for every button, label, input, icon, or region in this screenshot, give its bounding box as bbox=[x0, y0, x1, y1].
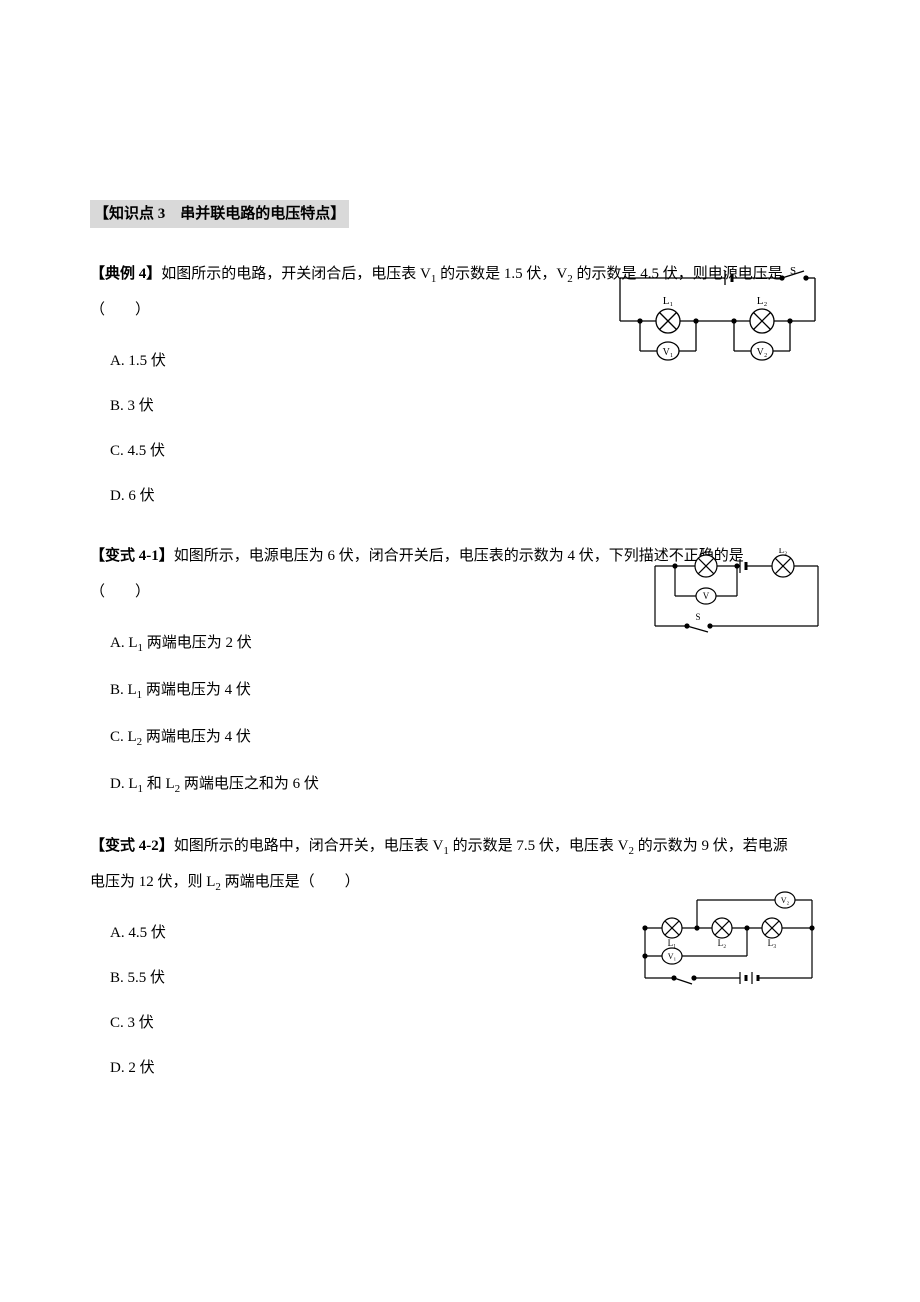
svg-text:L₁: L₁ bbox=[668, 938, 677, 948]
option-c: C. 4.5 伏 bbox=[90, 438, 830, 465]
option-d: D. 2 伏 bbox=[90, 1055, 830, 1082]
svg-text:V: V bbox=[703, 591, 710, 601]
svg-text:L₃: L₃ bbox=[768, 938, 777, 948]
option-b: B. 3 伏 bbox=[90, 393, 830, 420]
problem-4-2-prefix: 【变式 4-2】 bbox=[90, 838, 174, 854]
problem-4-2: L₁ L₂ L₃ V₁ V₂ 【变式 4-2】如图所示的电路中，闭合开关，电压表… bbox=[90, 828, 830, 1083]
option-c: C. 3 伏 bbox=[90, 1010, 830, 1037]
svg-text:V₁: V₁ bbox=[668, 952, 677, 961]
svg-text:V₂: V₂ bbox=[757, 347, 768, 358]
option-d: D. L1 和 L2 两端电压之和为 6 伏 bbox=[90, 771, 830, 800]
option-b: B. L1 两端电压为 4 伏 bbox=[90, 677, 830, 706]
svg-text:L₁: L₁ bbox=[663, 295, 674, 307]
svg-text:L₂: L₂ bbox=[757, 295, 768, 307]
svg-text:S: S bbox=[790, 266, 796, 277]
problem-4-1: L₁ L₂ V S 【变式 4-1】如图所示，电源电压为 6 伏，闭合开关后，电… bbox=[90, 538, 830, 799]
svg-text:S: S bbox=[695, 612, 700, 622]
circuit-diagram-1: L₁ L₂ V₁ V₂ S bbox=[600, 266, 830, 366]
circuit-diagram-3: L₁ L₂ L₃ V₁ V₂ bbox=[630, 888, 830, 988]
option-d: D. 6 伏 bbox=[90, 483, 830, 510]
problem-4-1-prefix: 【变式 4-1】 bbox=[90, 548, 174, 564]
problem-4-prefix: 【典例 4】 bbox=[90, 266, 161, 282]
svg-text:L₂: L₂ bbox=[779, 548, 788, 555]
svg-text:V₂: V₂ bbox=[781, 896, 790, 905]
svg-text:V₁: V₁ bbox=[663, 347, 674, 358]
circuit-diagram-2: L₁ L₂ V S bbox=[640, 548, 830, 638]
problem-4: L₁ L₂ V₁ V₂ S 【典例 4】如图所示的电路，开关闭合后，电压表 V1… bbox=[90, 256, 830, 510]
option-c: C. L2 两端电压为 4 伏 bbox=[90, 724, 830, 753]
section-header: 【知识点 3 串并联电路的电压特点】 bbox=[90, 200, 349, 228]
svg-text:L₁: L₁ bbox=[702, 548, 711, 555]
svg-text:L₂: L₂ bbox=[718, 938, 727, 948]
